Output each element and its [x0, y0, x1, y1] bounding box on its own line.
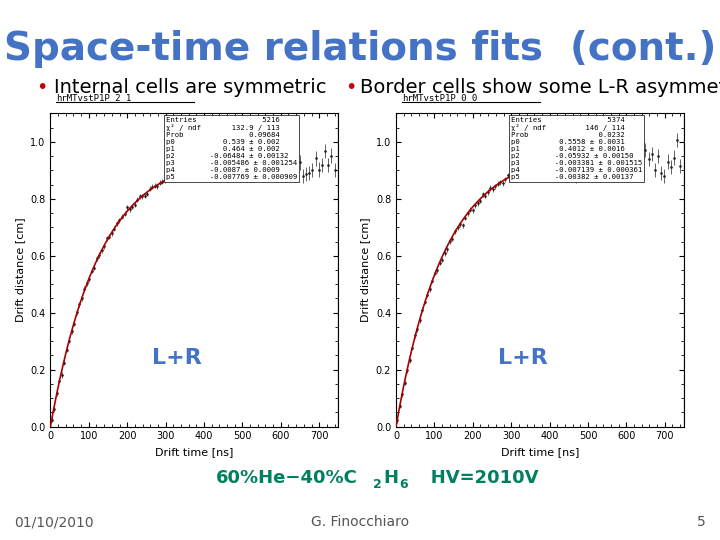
Text: 60%He−40%C: 60%He−40%C [216, 469, 358, 487]
Text: •: • [36, 78, 48, 97]
Text: HV=2010V: HV=2010V [412, 469, 539, 487]
Y-axis label: Drift distance [cm]: Drift distance [cm] [14, 218, 24, 322]
Text: Space-time relations fits  (cont.): Space-time relations fits (cont.) [4, 30, 716, 68]
Text: Border cells show some L-R asymmetry: Border cells show some L-R asymmetry [360, 78, 720, 97]
Text: 2: 2 [373, 478, 382, 491]
Text: •: • [346, 78, 357, 97]
Text: hrMTvstP1P_0_0: hrMTvstP1P_0_0 [402, 93, 477, 103]
Text: 6: 6 [400, 478, 408, 491]
Text: Entries               5374
χ² / ndf         146 / 114
Prob                0.0232: Entries 5374 χ² / ndf 146 / 114 Prob 0.0… [511, 117, 642, 180]
Text: L+R: L+R [498, 348, 548, 368]
Text: L+R: L+R [152, 348, 202, 368]
Text: H: H [383, 469, 398, 487]
Text: 01/10/2010: 01/10/2010 [14, 515, 94, 529]
Text: Entries               5216
χ² / ndf       132.9 / 113
Prob               0.09684: Entries 5216 χ² / ndf 132.9 / 113 Prob 0… [166, 117, 297, 180]
Y-axis label: Drift distance [cm]: Drift distance [cm] [360, 218, 370, 322]
Text: Internal cells are symmetric: Internal cells are symmetric [54, 78, 326, 97]
Text: G. Finocchiaro: G. Finocchiaro [311, 515, 409, 529]
Text: hrMTvstP1P_2_1: hrMTvstP1P_2_1 [56, 93, 132, 103]
X-axis label: Drift time [ns]: Drift time [ns] [501, 447, 579, 457]
Text: 5: 5 [697, 515, 706, 529]
X-axis label: Drift time [ns]: Drift time [ns] [156, 447, 233, 457]
